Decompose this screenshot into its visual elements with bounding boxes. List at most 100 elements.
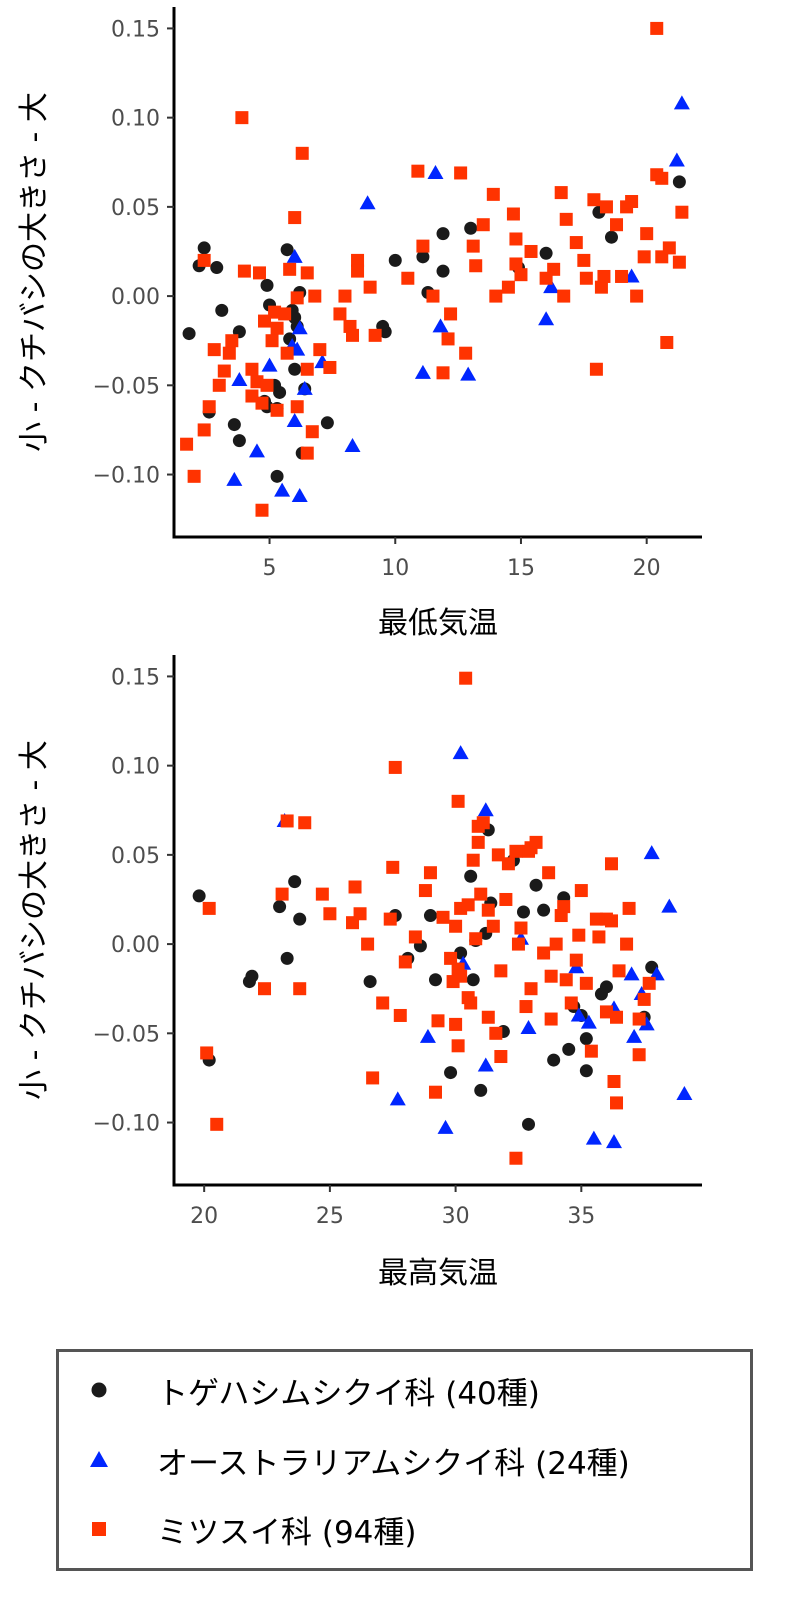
data-point (315, 887, 329, 901)
x-tick-label: 20 (190, 1204, 218, 1229)
data-point (564, 996, 578, 1010)
data-point (623, 966, 640, 981)
data-point (489, 1026, 503, 1040)
data-point (351, 264, 365, 278)
y-tick-label: 0.00 (111, 285, 160, 310)
data-point (215, 303, 229, 317)
x-axis-title: 最高気温 (378, 1256, 498, 1291)
data-point (427, 164, 444, 179)
data-point (606, 1134, 622, 1149)
data-point (544, 969, 558, 983)
data-point (280, 346, 294, 360)
y-tick-label: −0.05 (93, 1022, 160, 1047)
data-point (418, 884, 432, 898)
y-tick-label: −0.10 (93, 1112, 160, 1137)
data-point (451, 794, 465, 808)
data-point (461, 898, 475, 912)
data-point (351, 253, 365, 267)
data-point (574, 884, 588, 898)
data-point (579, 1032, 593, 1046)
data-point (632, 1012, 646, 1026)
data-point (501, 857, 515, 871)
x-axis-title: 最低気温 (378, 606, 498, 641)
data-point (599, 1005, 613, 1019)
data-point (638, 1016, 655, 1031)
data-point (506, 207, 520, 221)
data-point (436, 264, 450, 278)
data-point (537, 946, 551, 960)
data-point (376, 996, 390, 1010)
data-point (579, 1064, 593, 1078)
data-point (454, 946, 468, 960)
data-point (466, 973, 480, 987)
data-point (192, 889, 206, 903)
data-point (283, 262, 297, 276)
data-point (182, 327, 196, 341)
data-point (655, 171, 669, 185)
data-point (273, 385, 287, 399)
data-point (275, 887, 289, 901)
data-point (359, 195, 376, 210)
data-point (388, 760, 402, 774)
data-point (366, 1071, 380, 1085)
data-point (589, 912, 603, 926)
data-point (569, 953, 583, 967)
data-point (607, 1074, 621, 1088)
data-point (459, 346, 473, 360)
data-point (637, 992, 651, 1006)
data-point (444, 307, 458, 321)
data-point (477, 802, 494, 817)
data-point (270, 321, 284, 335)
legend: トゲハシムシクイ科 (40種) オーストラリアムシクイ科 (24種) ミツスイ科… (56, 1349, 753, 1571)
data-point (245, 969, 259, 983)
data-point (509, 257, 523, 271)
data-point (632, 1048, 646, 1062)
data-point (225, 334, 239, 348)
data-point (662, 241, 676, 255)
data-point (464, 869, 478, 883)
data-point (514, 268, 528, 282)
data-point (557, 289, 571, 303)
legend-item-toge-hashi: トゲハシムシクイ科 (40種) (59, 1362, 540, 1418)
data-point (514, 921, 528, 935)
data-point (625, 195, 639, 209)
data-point (338, 289, 352, 303)
y-tick-label: 0.05 (111, 844, 160, 869)
data-point (232, 434, 246, 448)
y-tick-label: 0.00 (111, 933, 160, 958)
data-point (437, 1119, 454, 1134)
data-point (305, 425, 319, 439)
data-point (441, 332, 455, 346)
data-point (386, 860, 400, 874)
data-point (499, 892, 513, 906)
data-point (599, 200, 613, 214)
data-point (451, 1039, 465, 1053)
data-point (444, 951, 458, 965)
data-point (539, 246, 553, 260)
data-point (460, 366, 477, 381)
data-point (444, 1066, 458, 1080)
x-tick-label: 20 (633, 556, 661, 581)
data-point (202, 400, 216, 414)
data-point (511, 937, 525, 951)
data-point (643, 845, 660, 860)
data-point (522, 1117, 536, 1131)
data-point (210, 261, 224, 275)
data-point (414, 364, 431, 379)
data-point (585, 1130, 602, 1145)
data-point (449, 919, 463, 933)
data-point (668, 152, 685, 167)
data-point (524, 244, 538, 258)
data-point (423, 909, 437, 923)
y-tick-label: 0.10 (111, 755, 160, 780)
data-point (466, 853, 480, 867)
data-point (291, 320, 308, 335)
data-point (491, 848, 505, 862)
data-point (255, 396, 269, 410)
data-point (509, 232, 523, 246)
x-tick-label: 25 (316, 1204, 344, 1229)
data-point (579, 271, 593, 285)
data-point (416, 250, 430, 264)
data-point (398, 955, 412, 969)
data-point (604, 857, 618, 871)
